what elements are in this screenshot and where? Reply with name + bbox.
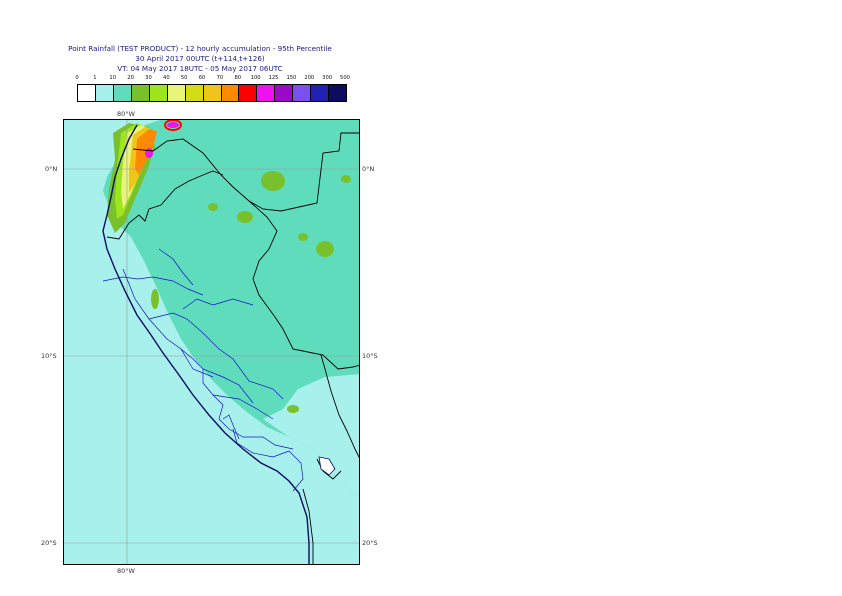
legend-tick-7: 60	[198, 75, 206, 81]
legend-tick-12: 150	[286, 75, 297, 81]
legend-tick-14: 300	[322, 75, 333, 81]
legend-tick-9: 80	[234, 75, 242, 81]
graticule	[63, 119, 360, 565]
legend-swatch-14	[329, 85, 347, 101]
legend-tick-11: 125	[268, 75, 279, 81]
legend-tick-3: 20	[127, 75, 134, 81]
map-title: Point Rainfall (TEST PRODUCT) - 12 hourl…	[68, 44, 332, 53]
legend-tick-2: 10	[109, 75, 117, 81]
legend-tick-1: 1	[93, 75, 97, 81]
legend-tick-10: 100	[250, 75, 261, 81]
legend-swatch-3	[131, 85, 150, 101]
valid-time: VT: 04 May 2017 18UTC - 05 May 2017 06UT…	[117, 64, 283, 73]
legend-swatch-6	[185, 85, 204, 101]
legend-swatch-10	[257, 85, 276, 101]
legend-swatch-5	[167, 85, 186, 101]
run-info: 30 April 2017 00UTC (t+114,t+126)	[135, 54, 265, 63]
legend-swatch-9	[239, 85, 258, 101]
legend-tick-8: 70	[216, 75, 224, 81]
legend-swatch-8	[221, 85, 240, 101]
legend-tick-4: 30	[145, 75, 152, 81]
legend-swatch-7	[203, 85, 222, 101]
legend-tick-5: 40	[163, 75, 170, 81]
lat-label-left-0: 0°N	[45, 165, 58, 173]
rainfall-map	[63, 119, 360, 565]
legend-tick-15: 500	[340, 75, 350, 81]
legend-swatch-4	[149, 85, 168, 101]
lat-label-left-20: 20°S	[41, 539, 57, 547]
lake-titicaca	[318, 456, 336, 476]
lat-label-left-10: 10°S	[41, 352, 57, 360]
lat-label-right-20: 20°S	[362, 539, 378, 547]
lon-label-top: 80°W	[117, 110, 135, 118]
lon-label-bottom: 80°W	[117, 567, 135, 575]
legend-tick-6: 50	[180, 75, 188, 81]
legend-swatch-12	[293, 85, 312, 101]
coastline	[102, 124, 310, 565]
legend-swatch-2	[113, 85, 132, 101]
legend-swatch-1	[95, 85, 114, 101]
map-frame	[63, 119, 360, 565]
region-borders	[102, 248, 304, 492]
legend-swatch-0	[78, 85, 96, 101]
legend-tick-13: 200	[304, 75, 315, 81]
legend-ticks: 0 1 10 20 30 40 50 60 70 80 100 125 150 200 300 500	[72, 75, 352, 84]
lat-label-right-0: 0°N	[362, 165, 375, 173]
color-legend	[77, 84, 347, 102]
legend-swatch-13	[311, 85, 330, 101]
legend-swatch-11	[275, 85, 294, 101]
legend-tick-0: 0	[75, 75, 79, 81]
lat-label-right-10: 10°S	[362, 352, 378, 360]
